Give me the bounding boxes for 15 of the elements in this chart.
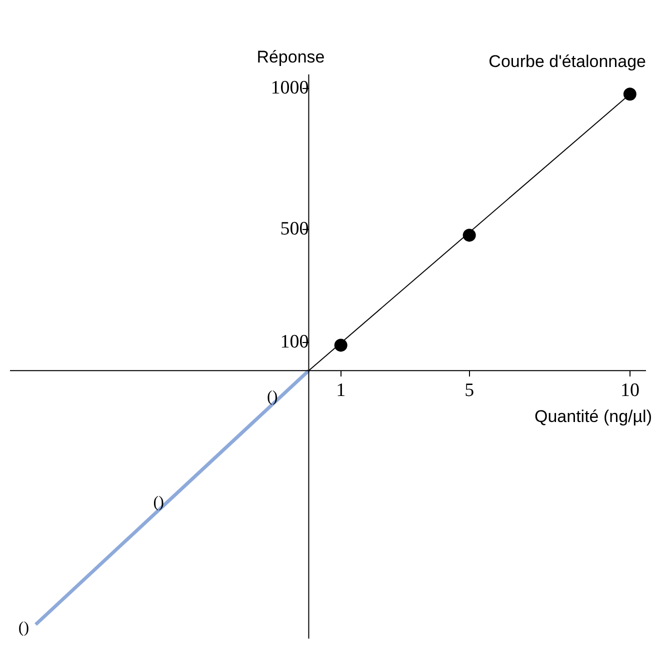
annotation: () — [266, 388, 278, 406]
x-axis-title: Quantité (ng/µl) — [534, 406, 652, 426]
chart-title: Courbe d'étalonnage — [488, 52, 646, 71]
y-tick-label: 500 — [280, 218, 309, 240]
y-tick-label: 100 — [280, 331, 309, 352]
y-tick-label: 1000 — [270, 77, 309, 98]
point — [334, 338, 348, 352]
point — [623, 88, 636, 101]
x-tick-label: 5 — [464, 380, 474, 401]
annotation: () — [18, 620, 30, 637]
x-tick-label: 10 — [620, 380, 640, 401]
x-tick-label: 1 — [336, 380, 346, 401]
point — [462, 228, 476, 242]
y-axis-title: Réponse — [256, 48, 325, 67]
annotation: () — [153, 494, 164, 512]
